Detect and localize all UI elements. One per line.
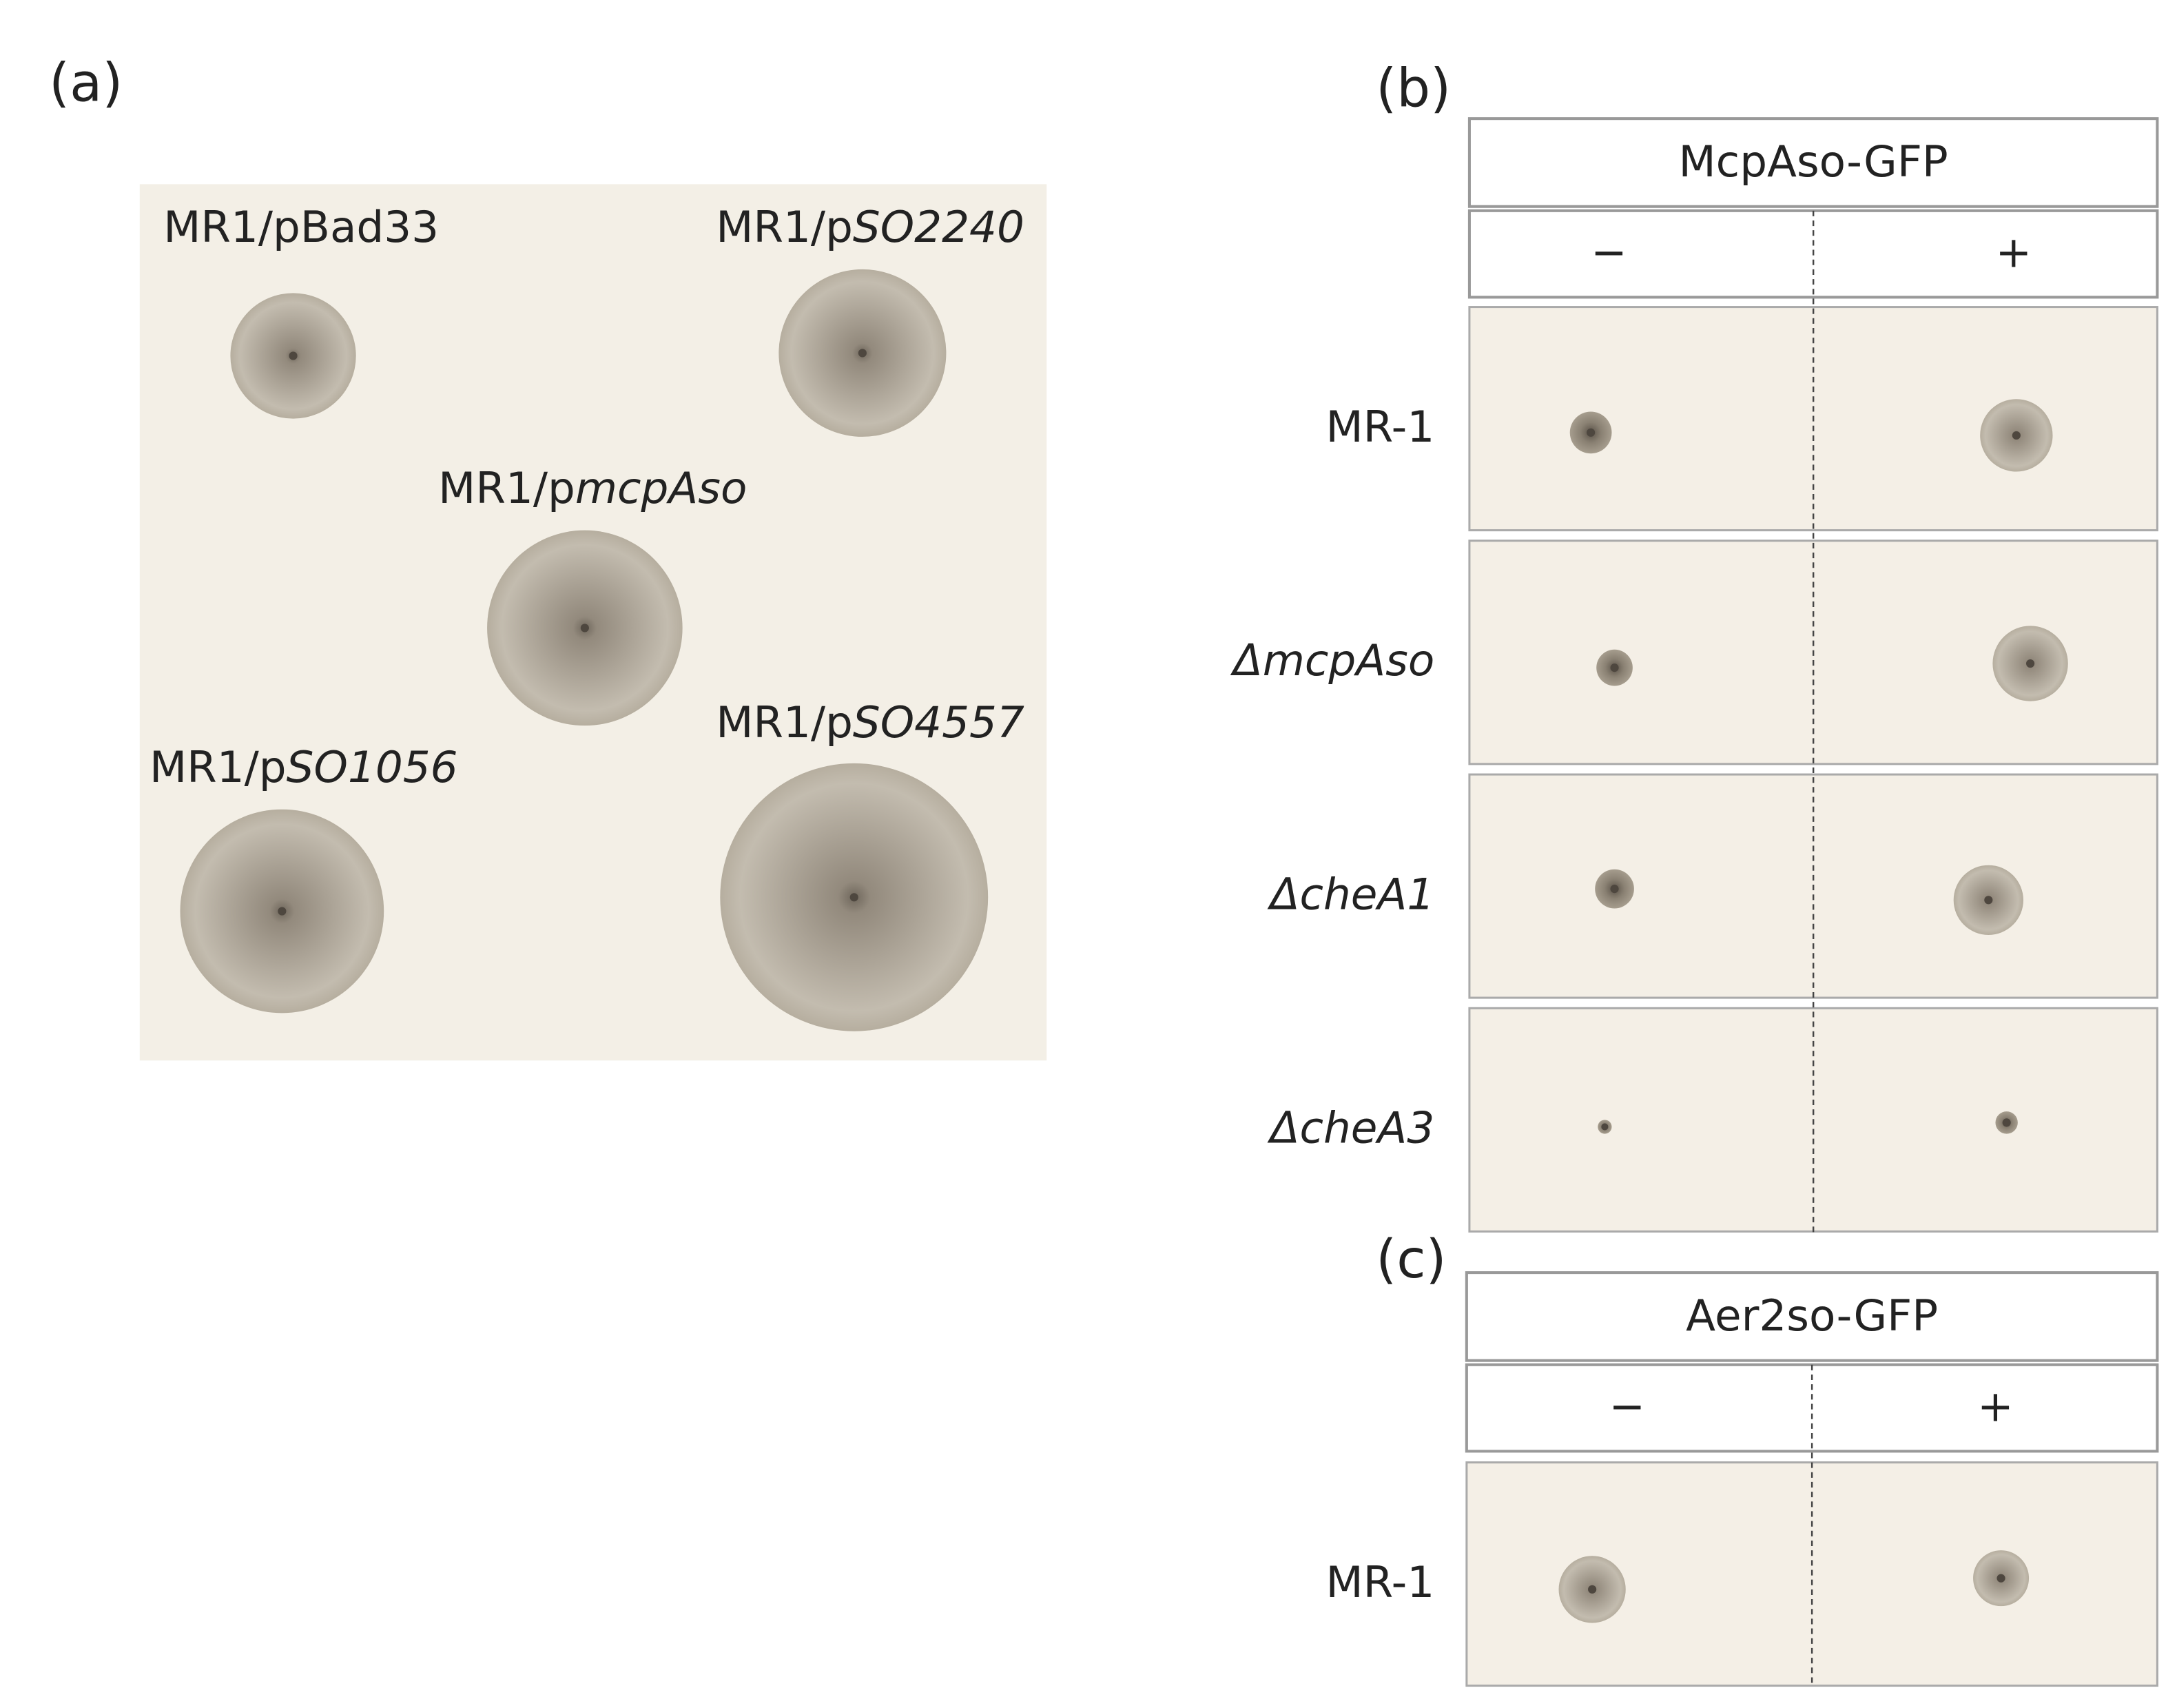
row-label: MR-1 [1325, 402, 1434, 452]
panel-label: (a) [49, 53, 123, 114]
colony-center [1997, 1574, 2005, 1583]
label-part: MR1/pBad33 [163, 202, 439, 252]
colony-label: MR1/pSO1056 [149, 742, 458, 792]
header-box [1465, 1271, 2159, 1362]
colony-label: MR1/pSO2240 [716, 202, 1024, 252]
row-label: MR-1 [1325, 1557, 1434, 1607]
colony-center [1588, 1585, 1597, 1594]
panel-label: (b) [1376, 59, 1451, 120]
colony-center [849, 893, 858, 902]
panel-label: (c) [1376, 1229, 1446, 1290]
row-label: ΔmcpAso [1230, 635, 1434, 686]
colony-center [2026, 659, 2035, 668]
colony-label: MR1/pSO4557 [716, 697, 1024, 748]
colony-center [580, 624, 589, 632]
colony-label: MR1/pBad33 [163, 202, 439, 252]
column-label: + [1977, 1381, 2014, 1432]
colony-label: MR1/pmcpAso [438, 463, 747, 513]
label-part: mcpAso [575, 463, 747, 513]
colony-center [858, 349, 867, 358]
colony-center [1610, 885, 1619, 894]
row-label: ΔcheA3 [1268, 1103, 1435, 1153]
colony-center [1610, 663, 1619, 672]
header: Aer2so-GFP [1686, 1290, 1938, 1341]
column-label: − [1591, 227, 1627, 278]
colony-center [278, 907, 287, 916]
label-part: MR1/p [438, 463, 575, 513]
label-part: SO4557 [853, 697, 1024, 748]
label-part: MR1/p [716, 202, 853, 252]
header-box [1467, 117, 2159, 208]
colony-center [2012, 431, 2021, 440]
column-label: + [1995, 227, 2032, 278]
content: MR1/pBad33 MR1/pSO2240MR1/pmcpAsoMR1/pSO1… [149, 117, 2159, 1687]
colony-center [1587, 428, 1596, 437]
colony-center [1601, 1123, 1609, 1131]
column-label: − [1609, 1381, 1645, 1432]
label-part: MR1/p [716, 697, 853, 748]
label-part: SO2240 [853, 202, 1024, 252]
colony-center [289, 351, 298, 360]
label-part: MR1/p [149, 742, 287, 792]
colony-center [2002, 1118, 2011, 1127]
colony-center [1984, 896, 1993, 905]
row-label: ΔcheA1 [1268, 869, 1435, 919]
label-part: SO1056 [287, 742, 458, 792]
header: McpAso-GFP [1679, 136, 1948, 187]
